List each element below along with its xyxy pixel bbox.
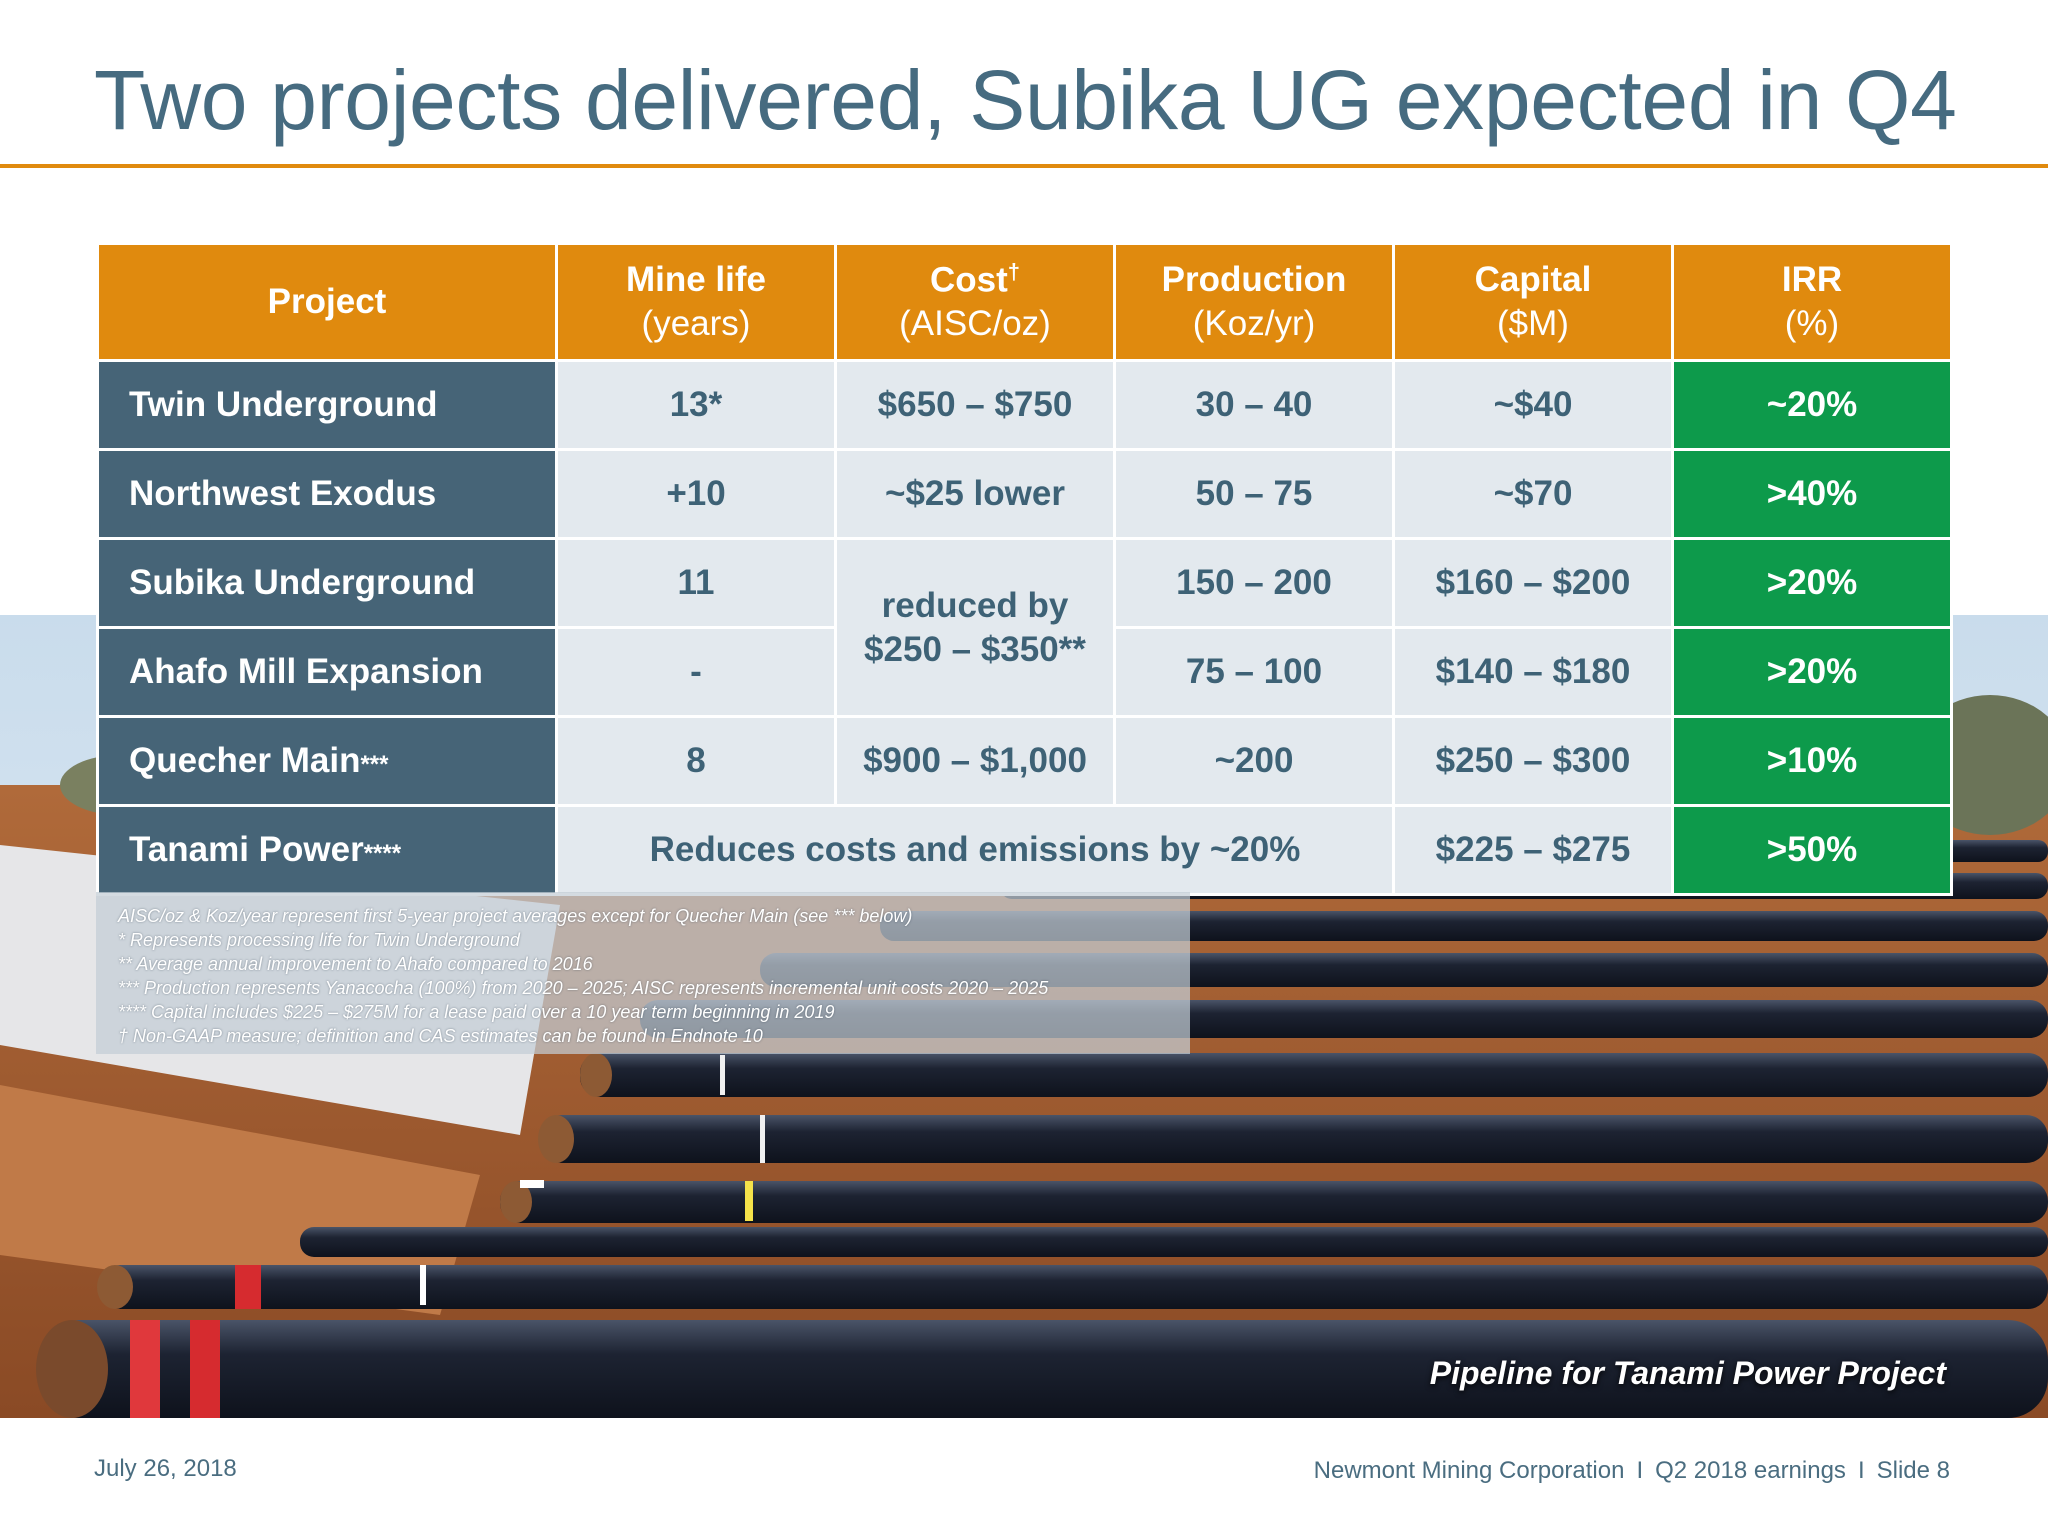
footnote: AISC/oz & Koz/year represent first 5-yea…: [118, 906, 913, 926]
production-cell: 50 – 75: [1113, 448, 1395, 540]
mine-life-cell: +10: [555, 448, 837, 540]
footer-date: July 26, 2018: [94, 1455, 237, 1482]
footnote-marker: ***: [360, 751, 389, 778]
tanami-note-cell: Reduces costs and emissions by ~20%: [555, 804, 1395, 896]
dagger-mark: †: [1007, 258, 1021, 284]
footnote: ** Average annual improvement to Ahafo c…: [118, 954, 593, 974]
footnote: † Non-GAAP measure; definition and CAS e…: [118, 1026, 763, 1046]
table-row: Tanami Power**** Reduces costs and emiss…: [96, 804, 1953, 896]
mine-life-cell: 11: [555, 537, 837, 629]
footer-separator: I: [1857, 1457, 1865, 1484]
photo-caption: Pipeline for Tanami Power Project: [1429, 1355, 1946, 1391]
irr-cell: >50%: [1671, 804, 1953, 896]
footnote-marker: ****: [363, 840, 402, 867]
irr-cell: >20%: [1671, 537, 1953, 629]
title-divider: [0, 164, 2048, 168]
header-project: Project: [96, 242, 558, 362]
footnotes-box: AISC/oz & Koz/year represent first 5-yea…: [96, 892, 1190, 1054]
header-irr: IRR (%): [1671, 242, 1953, 362]
footer-event: Q2 2018 earnings: [1655, 1457, 1846, 1484]
footer-separator: I: [1636, 1457, 1644, 1484]
irr-cell: ~20%: [1671, 359, 1953, 451]
header-capital: Capital ($M): [1392, 242, 1674, 362]
footer-company: Newmont Mining Corporation: [1313, 1457, 1625, 1484]
capital-cell: ~$40: [1392, 359, 1674, 451]
irr-cell: >40%: [1671, 448, 1953, 540]
footnote: * Represents processing life for Twin Un…: [118, 930, 520, 950]
capital-cell: $140 – $180: [1392, 626, 1674, 718]
slide-title: Two projects delivered, Subika UG expect…: [94, 53, 1957, 147]
footer-slide-number: Slide 8: [1876, 1457, 1950, 1484]
footer-info: Newmont Mining Corporation I Q2 2018 earni…: [1314, 1457, 1950, 1485]
mine-life-cell: 13*: [555, 359, 837, 451]
production-cell: 150 – 200: [1113, 537, 1395, 629]
production-cell: 75 – 100: [1113, 626, 1395, 718]
irr-cell: >10%: [1671, 715, 1953, 807]
table-row: Northwest Exodus +10 ~$25 lower 50 – 75 …: [96, 448, 1953, 540]
table-row: Subika Underground 11 reduced by $250 – $…: [96, 537, 1953, 718]
mine-life-cell: 8: [555, 715, 837, 807]
cost-cell: ~$25 lower: [834, 448, 1116, 540]
table-row: Twin Underground 13* $650 – $750 30 – 40…: [96, 359, 1953, 451]
mine-life-cell: -: [555, 626, 837, 718]
capital-cell: $160 – $200: [1392, 537, 1674, 629]
project-name: Quecher Main***: [96, 715, 558, 807]
project-name: Northwest Exodus: [96, 448, 558, 540]
table-row: Ahafo Mill Expansion - 75 – 100 $140 – $…: [96, 626, 1953, 718]
header-production: Production (Koz/yr): [1113, 242, 1395, 362]
irr-cell: >20%: [1671, 626, 1953, 718]
cost-cell: $900 – $1,000: [834, 715, 1116, 807]
projects-table: Project Mine life (years) Cost† (AISC/oz) …: [96, 242, 1953, 896]
header-cost: Cost† (AISC/oz): [834, 242, 1116, 362]
capital-cell: $225 – $275: [1392, 804, 1674, 896]
header-mine-life: Mine life (years): [555, 242, 837, 362]
footnote: **** Capital includes $225 – $275M for a…: [118, 1002, 835, 1022]
capital-cell: ~$70: [1392, 448, 1674, 540]
project-name: Ahafo Mill Expansion: [96, 626, 558, 718]
production-cell: 30 – 40: [1113, 359, 1395, 451]
merged-cost-cell: reduced by $250 – $350**: [834, 537, 1116, 718]
cost-cell: $650 – $750: [834, 359, 1116, 451]
capital-cell: $250 – $300: [1392, 715, 1674, 807]
project-name: Tanami Power****: [96, 804, 558, 896]
project-name: Subika Underground: [96, 537, 558, 629]
production-cell: ~200: [1113, 715, 1395, 807]
project-name: Twin Underground: [96, 359, 558, 451]
footnote: *** Production represents Yanacocha (100…: [118, 978, 1049, 998]
table-header-row: Project Mine life (years) Cost† (AISC/oz) …: [96, 242, 1953, 362]
table-row: Quecher Main*** 8 $900 – $1,000 ~200 $25…: [96, 715, 1953, 807]
